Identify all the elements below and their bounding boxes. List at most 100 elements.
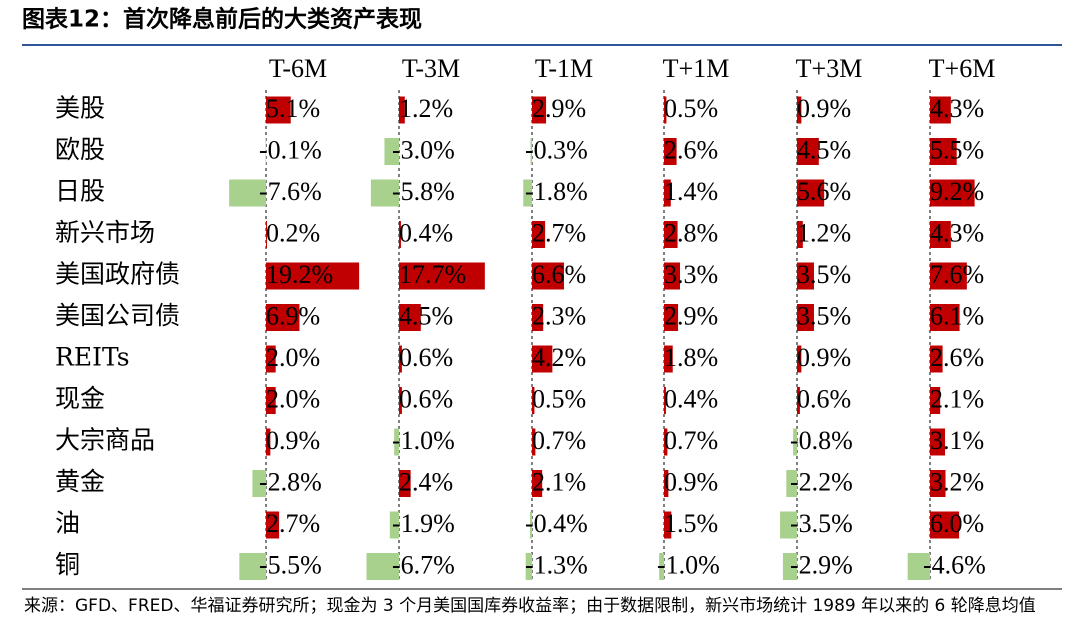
value-label: -0.8% — [790, 426, 853, 455]
value-label: 0.2% — [266, 218, 320, 247]
value-label: 4.5% — [399, 301, 453, 330]
value-label: 0.5% — [664, 94, 718, 123]
data-bar — [659, 553, 664, 580]
data-bar — [786, 470, 797, 497]
value-label: 0.9% — [797, 94, 851, 123]
value-label: 6.0% — [930, 509, 984, 538]
row-label: 美国公司债 — [55, 301, 180, 330]
data-bar — [797, 262, 814, 290]
row-label: 美国政府债 — [55, 260, 180, 289]
value-label: -3.5% — [790, 509, 853, 538]
data-bar — [930, 511, 960, 539]
value-label: -0.3% — [525, 135, 588, 164]
value-label: -4.6% — [923, 550, 986, 579]
data-bar — [907, 553, 930, 580]
value-label: 1.8% — [664, 343, 718, 372]
data-bar — [797, 179, 825, 207]
value-label: 2.0% — [266, 343, 320, 372]
data-bar — [782, 553, 797, 580]
data-bar — [266, 304, 300, 331]
data-bar — [370, 179, 399, 207]
data-bar — [266, 262, 360, 290]
value-label: 3.5% — [797, 301, 851, 330]
data-bar — [664, 511, 672, 539]
data-bar — [664, 262, 681, 290]
value-label: 2.7% — [266, 509, 320, 538]
row-label: 黄金 — [55, 467, 105, 496]
value-label: -5.5% — [259, 550, 322, 579]
data-bar — [797, 304, 814, 331]
data-bar — [930, 304, 960, 331]
data-bar — [384, 138, 399, 165]
value-label: 0.6% — [399, 384, 453, 413]
data-bar — [930, 96, 951, 124]
value-label: 4.5% — [797, 135, 851, 164]
value-label: 6.6% — [532, 260, 586, 289]
data-bar — [664, 179, 671, 207]
row-label: 欧股 — [55, 135, 105, 164]
value-label: 2.1% — [532, 467, 586, 496]
data-bar — [266, 345, 276, 373]
data-bar — [266, 387, 276, 414]
value-label: 2.0% — [266, 384, 320, 413]
value-label: 0.5% — [532, 384, 586, 413]
data-bar — [930, 470, 946, 497]
value-label: 0.6% — [797, 384, 851, 413]
value-label: 2.4% — [399, 467, 453, 496]
value-label: 6.9% — [266, 301, 320, 330]
data-bar — [525, 553, 532, 580]
value-label: 0.6% — [399, 343, 453, 372]
data-bar — [664, 221, 678, 248]
value-label: 3.3% — [664, 260, 718, 289]
value-label: 4.3% — [930, 218, 984, 247]
data-bar — [266, 96, 291, 124]
value-label: 1.4% — [664, 177, 718, 206]
value-label: 5.1% — [266, 94, 320, 123]
value-label: 0.7% — [532, 426, 586, 455]
value-label: 6.1% — [930, 301, 984, 330]
row-label: 新兴市场 — [55, 218, 155, 247]
data-bar — [530, 138, 532, 165]
data-bar — [394, 428, 399, 456]
data-bar — [532, 387, 535, 414]
value-label: 5.5% — [930, 135, 984, 164]
data-bar — [532, 96, 547, 124]
value-label: 1.2% — [399, 94, 453, 123]
value-label: -0.4% — [525, 509, 588, 538]
value-label: 2.6% — [930, 343, 984, 372]
data-bar — [930, 345, 943, 373]
value-label: 1.5% — [664, 509, 718, 538]
value-label: 2.9% — [532, 94, 586, 123]
value-label: 0.7% — [664, 426, 718, 455]
value-label: 19.2% — [266, 260, 333, 289]
value-label: 2.1% — [930, 384, 984, 413]
source-note: 来源：GFD、FRED、华福证券研究所；现金为 3 个月美国国库券收益率；由于数… — [24, 596, 1036, 616]
data-bar — [399, 345, 402, 373]
data-bar — [532, 428, 536, 456]
value-label: 17.7% — [399, 260, 466, 289]
data-bar — [366, 553, 399, 580]
value-label: 9.2% — [930, 177, 984, 206]
data-bar — [266, 511, 280, 539]
data-bar — [930, 387, 941, 414]
chart-title: 图表12：首次降息前后的大类资产表现 — [22, 6, 422, 33]
data-bar — [930, 262, 967, 290]
data-bar — [664, 470, 669, 497]
data-bar — [793, 428, 797, 456]
data-bar — [780, 511, 797, 539]
data-bar — [532, 345, 553, 373]
data-bar — [930, 179, 975, 207]
data-bar — [523, 179, 532, 207]
value-label: -1.9% — [392, 509, 455, 538]
data-bar — [664, 304, 679, 331]
data-bar — [664, 428, 668, 456]
column-header: T+1M — [663, 54, 730, 83]
value-label: -1.0% — [392, 426, 455, 455]
column-header: T+3M — [796, 54, 863, 83]
value-label: -1.3% — [525, 550, 588, 579]
value-label: -2.2% — [790, 467, 853, 496]
data-bar — [532, 262, 565, 290]
value-label: 5.6% — [797, 177, 851, 206]
data-bar — [399, 387, 402, 414]
